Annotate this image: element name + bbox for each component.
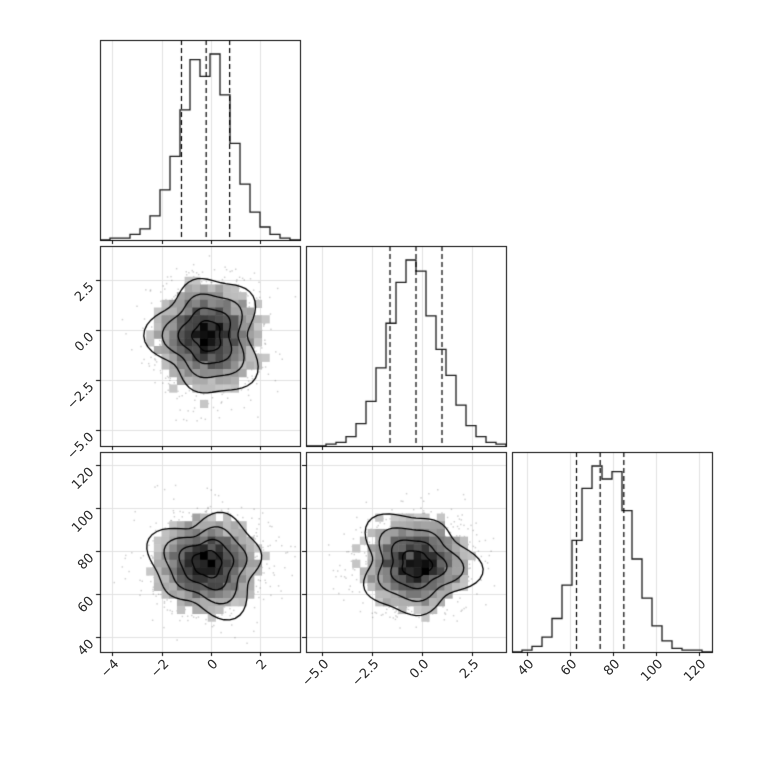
corner-plot-canvas bbox=[0, 0, 760, 760]
corner-plot-figure: −4 −2 0 2 −5.0 −2.5 0.0 2.5 40 60 80 100 120 −5.0 −2.5… bbox=[0, 0, 760, 760]
